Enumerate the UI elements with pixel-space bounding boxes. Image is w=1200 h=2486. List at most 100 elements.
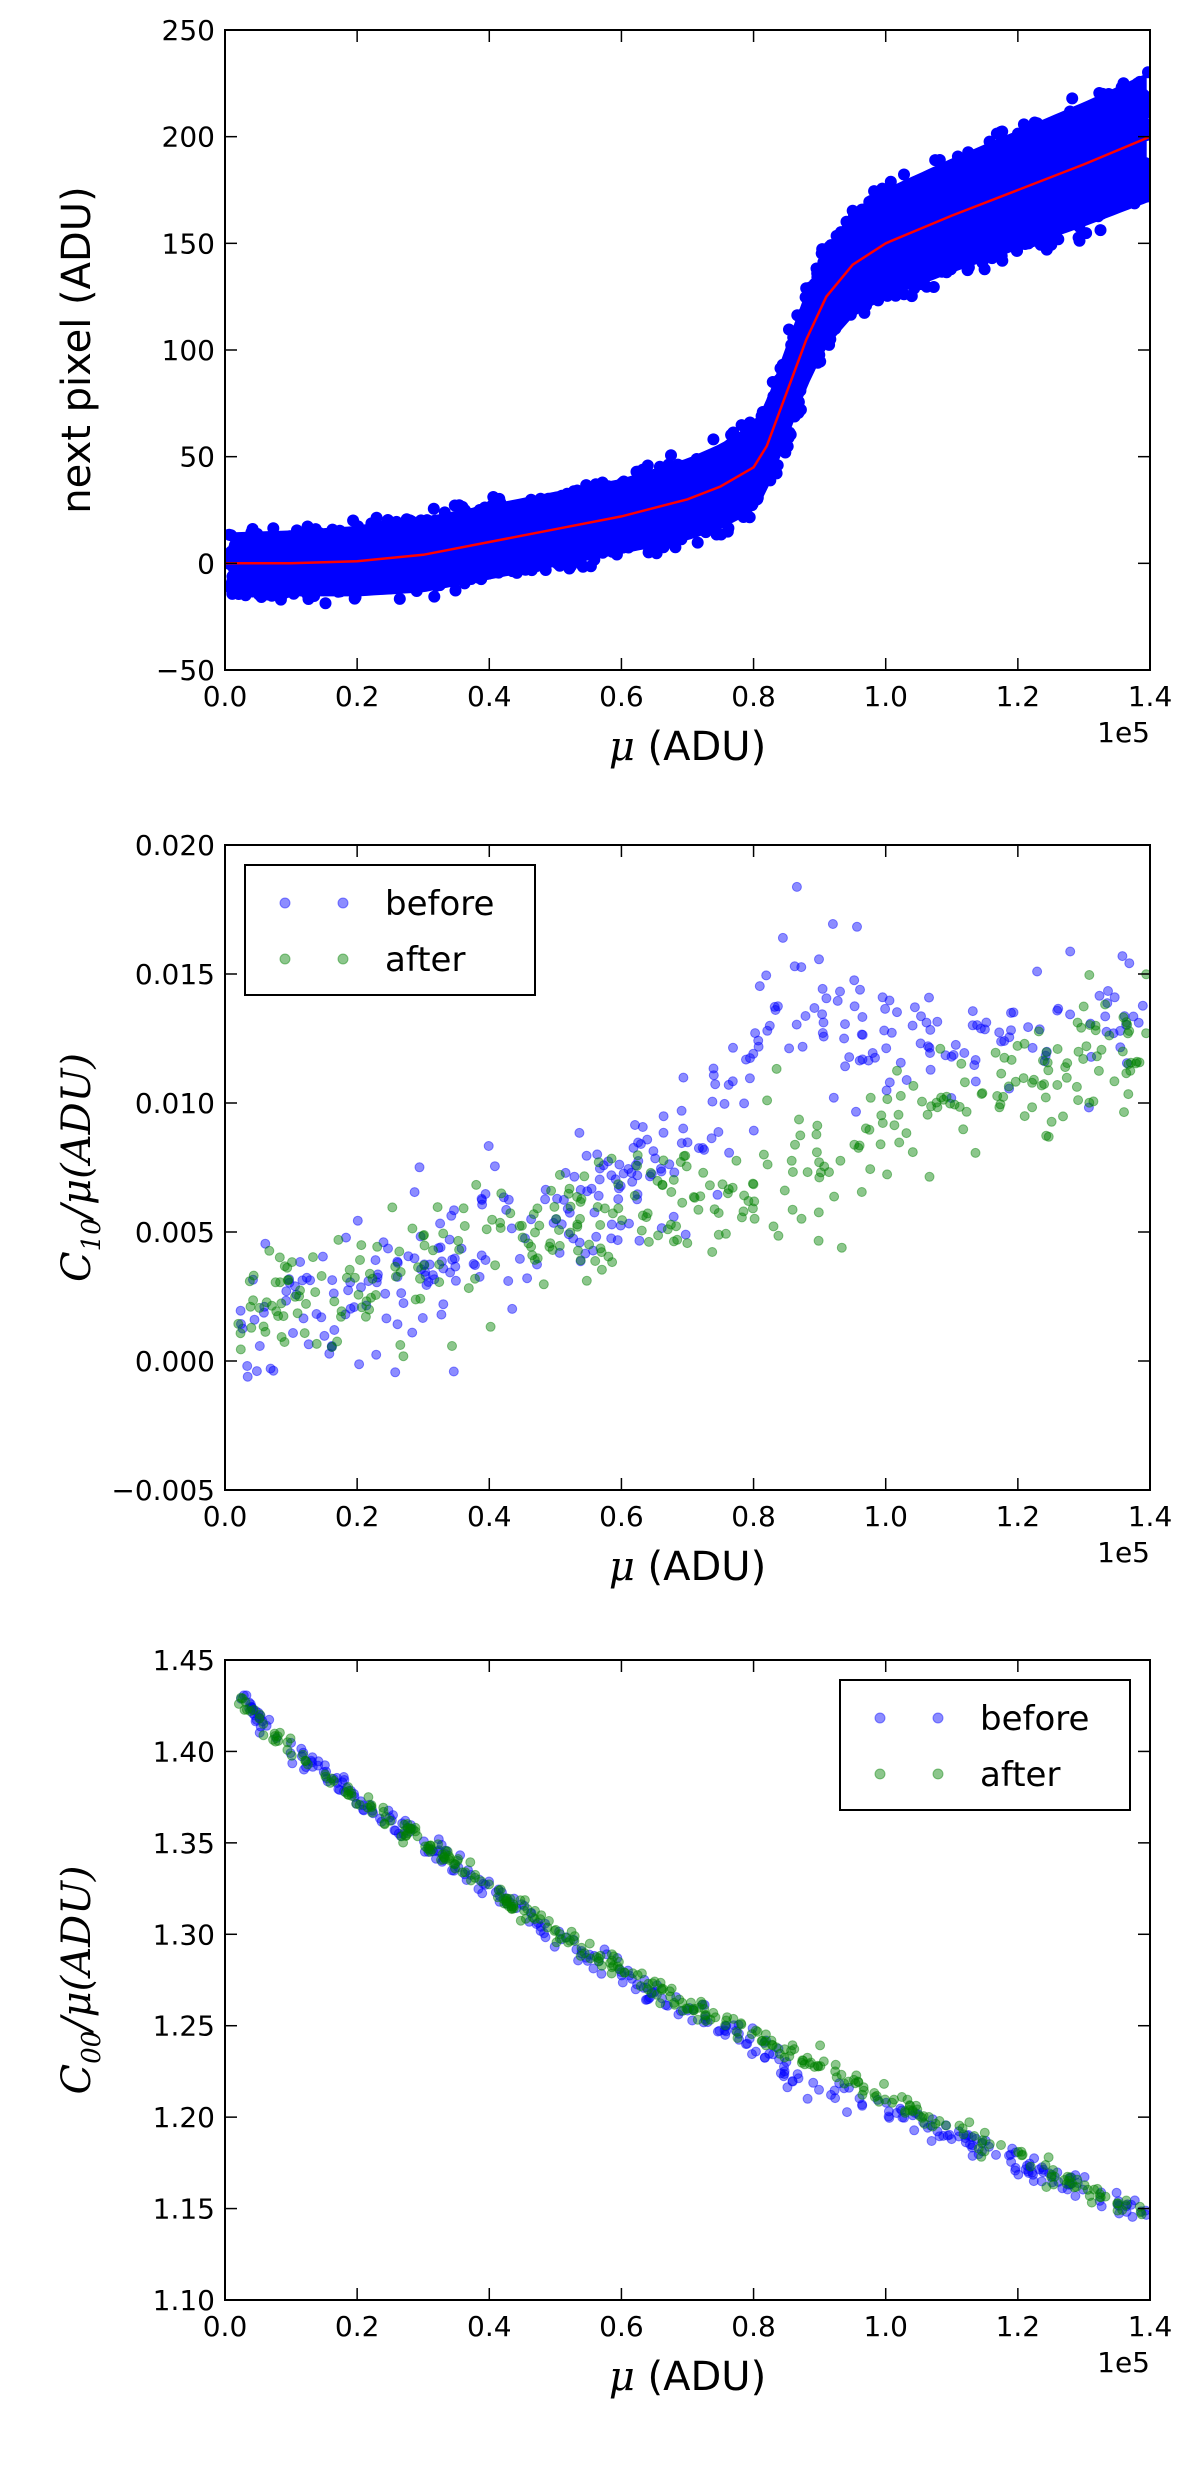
x-tick-label: 0.2: [335, 680, 380, 713]
data-point: [865, 1164, 876, 1175]
data-point: [875, 1139, 886, 1150]
data-point: [750, 1028, 761, 1039]
data-point: [581, 1150, 592, 1161]
data-point: [984, 2141, 994, 2152]
data-point: [770, 1005, 781, 1015]
data-point: [434, 1277, 445, 1288]
data-point: [555, 1929, 566, 1940]
data-point: [346, 1788, 357, 1799]
data-point: [592, 1202, 603, 1212]
data-point: [423, 1277, 434, 1287]
data-point: [805, 2057, 816, 2068]
data-point: [295, 1257, 306, 1267]
data-point: [364, 1799, 375, 1810]
data-point: [630, 1120, 640, 1130]
data-point: [817, 983, 828, 994]
data-point: [563, 1937, 574, 1948]
data-point: [1137, 1000, 1148, 1011]
data-point: [582, 1955, 593, 1966]
data-point: [970, 1055, 981, 1065]
data-point: [796, 962, 807, 973]
data-point: [640, 1994, 651, 2005]
data-point: [883, 2111, 894, 2122]
data-point: [300, 1755, 311, 1766]
data-point: [562, 1203, 573, 1214]
data-point: [998, 1091, 1009, 1102]
data-point: [922, 1109, 933, 1120]
data-point: [298, 1313, 309, 1324]
data-point: [687, 2004, 698, 2015]
data-point: [874, 2096, 884, 2107]
data-point: [1072, 2174, 1083, 2185]
data-point: [817, 1028, 828, 1038]
data-point: [565, 1227, 576, 1238]
data-point: [568, 1934, 579, 1945]
data-point: [442, 1846, 453, 1857]
data-point: [453, 1862, 464, 1873]
data-point: [930, 2118, 941, 2129]
data-point: [531, 1919, 542, 1929]
data-point: [508, 1901, 519, 1912]
data-point: [719, 1098, 730, 1109]
legend-marker: [279, 953, 291, 965]
data-point: [383, 1243, 393, 1254]
data-point: [593, 1956, 604, 1966]
data-point: [652, 1175, 663, 1186]
data-point: [284, 1277, 295, 1288]
data-point: [504, 1897, 515, 1908]
data-point: [596, 1968, 607, 1979]
data-point: [854, 1140, 865, 1151]
data-point: [1131, 1056, 1142, 1067]
data-point: [450, 1859, 461, 1870]
data-point: [662, 2000, 673, 2011]
data-point: [606, 1949, 617, 1960]
data-point: [1044, 2168, 1055, 2179]
data-point: [407, 1223, 418, 1234]
data-point: [925, 1064, 936, 1075]
data-point: [884, 1077, 895, 1088]
data-point: [398, 1298, 409, 1309]
data-point: [239, 1704, 250, 1715]
data-point: [1028, 2176, 1039, 2187]
data-point: [233, 1698, 244, 1709]
data-point: [325, 1777, 336, 1788]
x-tick-label: 0.4: [467, 680, 512, 713]
data-point: [1039, 1056, 1050, 1067]
y-tick-label: 250: [162, 14, 215, 47]
data-point: [505, 1893, 516, 1904]
x-axis-label-text: (ADU): [635, 724, 766, 770]
data-point: [768, 2049, 778, 2060]
data-point: [724, 1147, 735, 1158]
data-point: [301, 1762, 311, 1773]
data-point: [886, 1027, 897, 1038]
data-point: [248, 1274, 258, 1285]
data-point: [832, 995, 843, 1006]
data-point: [721, 525, 734, 538]
data-point: [1063, 2179, 1074, 2190]
data-point: [584, 1938, 595, 1949]
data-point: [1108, 1028, 1119, 1039]
data-point: [746, 2029, 757, 2040]
data-point: [1112, 2198, 1123, 2209]
data-point: [575, 1255, 586, 1266]
data-point: [436, 1309, 447, 1320]
data-point: [345, 1785, 356, 1796]
data-point: [784, 1043, 795, 1054]
data-point: [707, 433, 720, 446]
data-point: [343, 1789, 354, 1800]
data-point: [520, 1913, 531, 1924]
data-point: [948, 1050, 959, 1060]
data-point: [761, 970, 772, 981]
data-point: [307, 1761, 318, 1772]
data-point: [972, 1020, 983, 1031]
data-point: [499, 1898, 510, 1909]
data-point: [787, 1204, 798, 1215]
data-point: [830, 2066, 841, 2077]
data-point: [1121, 1068, 1132, 1079]
y-tick-label: 50: [179, 441, 215, 474]
data-point: [699, 1144, 710, 1155]
y-axis-label-rest: /μ(ADU): [54, 1865, 100, 2034]
data-point: [936, 1092, 947, 1103]
data-point: [370, 1255, 381, 1266]
data-point: [470, 1869, 481, 1880]
